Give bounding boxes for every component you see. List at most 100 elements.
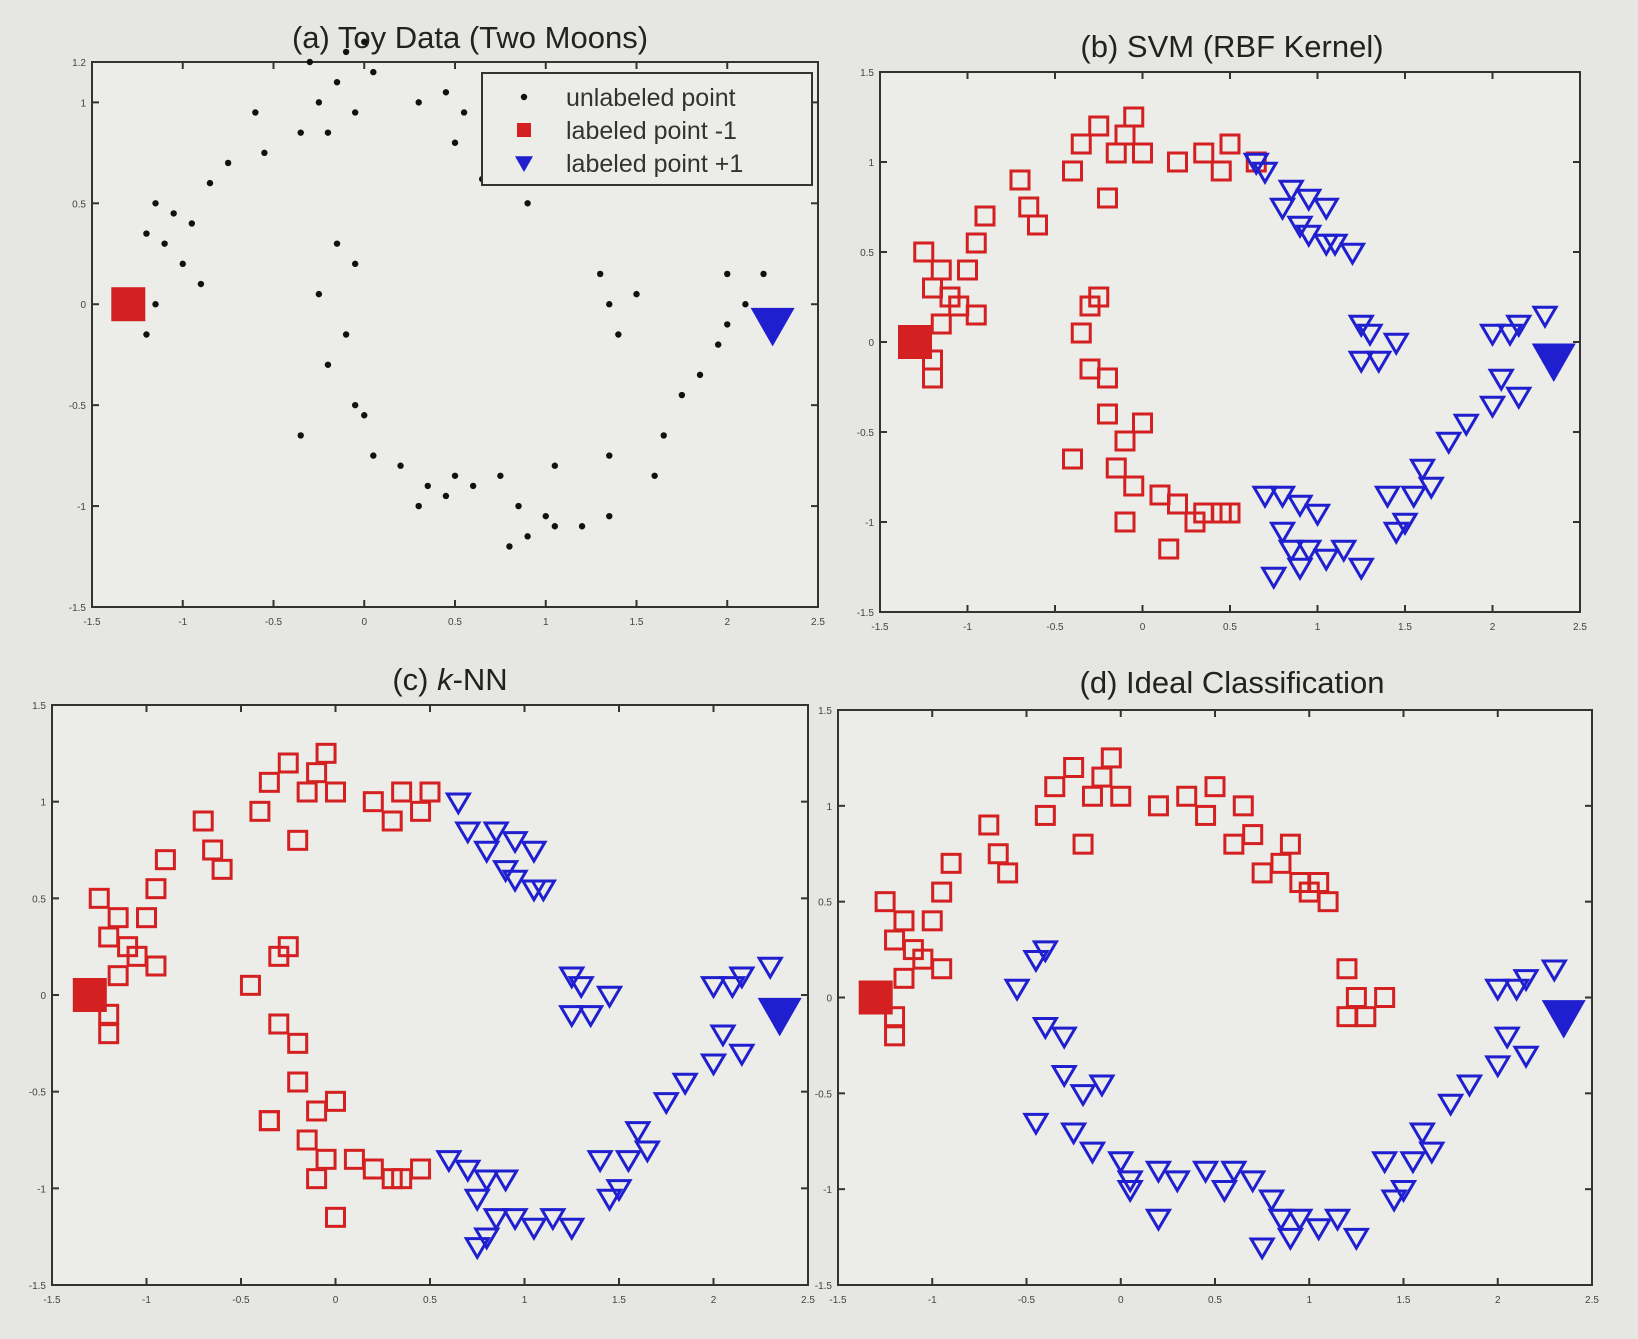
data-point-triangle: [1540, 959, 1568, 983]
data-point: [696, 371, 704, 379]
data-point: [460, 109, 468, 116]
data-point-square: [419, 781, 441, 803]
y-tick-label: -1: [823, 1185, 832, 1196]
data-point-triangle: [482, 1208, 510, 1232]
data-point-square: [1062, 160, 1083, 182]
data-point: [660, 432, 667, 439]
data-point: [206, 179, 214, 187]
data-point-triangle: [1478, 395, 1507, 419]
data-point-square: [325, 1090, 346, 1112]
data-point-square: [1176, 785, 1198, 807]
y-tick-label: -1: [865, 518, 874, 529]
data-point: [324, 361, 332, 368]
panel-b: (b) SVM (RBF Kernel) -1.5 -1 -0.5 0 0.5 1 1.5 2 2…: [857, 29, 1588, 633]
data-point-triangle: [1487, 368, 1515, 392]
data-point-square: [884, 1025, 906, 1047]
data-point-triangle: [463, 1188, 491, 1212]
data-point-square: [1063, 757, 1085, 778]
data-point-square: [88, 887, 110, 909]
data-point-triangle: [699, 1053, 728, 1077]
data-point-triangle: [1382, 521, 1410, 545]
data-point-triangle: [1330, 539, 1358, 563]
data-point: [152, 200, 159, 207]
data-point-square: [1100, 747, 1122, 769]
x-tick-label: -1: [963, 622, 972, 633]
legend-entry-label: labeled point -1: [566, 117, 737, 145]
data-point-triangle: [1505, 314, 1533, 338]
y-tick-label: 0.5: [32, 894, 46, 905]
y-tick-label: 1.5: [818, 706, 832, 717]
data-point-square: [391, 781, 413, 803]
data-point-triangle: [1050, 1026, 1078, 1050]
data-point: [633, 290, 640, 298]
data-point-triangle: [1078, 1141, 1107, 1165]
x-tick-label: 0: [1118, 1295, 1124, 1306]
data-point-square: [965, 304, 987, 326]
data-point-square: [239, 974, 261, 996]
data-point-triangle: [1260, 566, 1288, 590]
data-point-triangle: [1338, 242, 1367, 266]
x-tick-label: 2.5: [1585, 1295, 1599, 1306]
data-point: [415, 99, 422, 106]
x-tick-label: 2.5: [801, 1295, 815, 1306]
panel-title: (c) k-NN: [392, 662, 507, 697]
data-point-triangle: [1323, 1208, 1352, 1232]
data-point-triangle: [1031, 1017, 1059, 1041]
data-point: [297, 432, 304, 439]
data-point-square: [1009, 169, 1031, 191]
data-point: [615, 331, 622, 338]
data-point-square: [913, 241, 935, 263]
data-point: [351, 401, 359, 409]
data-point-square: [1374, 987, 1396, 1008]
data-point-square: [362, 791, 384, 813]
legend-entry-label: unlabeled point: [566, 84, 736, 112]
data-point-triangle: [473, 1169, 501, 1193]
data-point-triangle: [1391, 512, 1419, 536]
data-point-square: [325, 781, 346, 803]
labeled-point-negative: [898, 325, 932, 359]
data-point-square: [1034, 804, 1056, 826]
data-point-triangle: [671, 1072, 699, 1096]
data-point-square: [277, 936, 299, 958]
data-point-square: [268, 1013, 290, 1035]
data-point: [315, 99, 323, 106]
data-point-square: [1062, 448, 1083, 470]
data-point: [197, 280, 205, 288]
data-point-triangle: [491, 1169, 520, 1193]
data-point: [179, 260, 186, 268]
y-tick-label: -0.5: [815, 1089, 833, 1100]
data-point: [724, 321, 731, 328]
data-point-square: [1114, 430, 1136, 452]
data-point-triangle: [1496, 323, 1524, 347]
data-point: [415, 502, 422, 510]
data-point-square: [211, 858, 233, 880]
data-point-triangle: [1239, 1170, 1267, 1194]
data-point-triangle: [520, 840, 548, 864]
data-point-square: [1336, 958, 1358, 980]
data-point: [606, 452, 613, 459]
data-point-triangle: [1452, 413, 1480, 437]
labeled-point-positive: [1541, 1000, 1586, 1039]
x-tick-label: 2: [711, 1295, 717, 1306]
y-tick-label: 1: [826, 802, 832, 813]
data-point-square: [410, 1158, 432, 1180]
x-tick-label: -0.5: [265, 617, 283, 628]
data-point: [370, 452, 377, 459]
data-point: [551, 462, 559, 469]
data-point-triangle: [1060, 1122, 1088, 1146]
x-tick-label: -1.5: [871, 622, 889, 633]
data-point-triangle: [1286, 1208, 1314, 1232]
data-point-triangle: [463, 1237, 491, 1261]
data-point-triangle: [633, 1140, 661, 1164]
x-tick-label: 2.5: [1573, 622, 1587, 633]
data-point: [506, 543, 513, 550]
data-point: [651, 472, 658, 479]
data-point-triangle: [1505, 386, 1533, 410]
x-tick-label: 0.5: [1208, 1295, 1222, 1306]
data-point: [524, 200, 531, 207]
x-tick-label: 0: [1140, 622, 1146, 633]
data-point-square: [965, 232, 987, 254]
data-point-triangle: [473, 1227, 501, 1251]
data-point: [370, 68, 377, 76]
data-point: [361, 38, 368, 46]
